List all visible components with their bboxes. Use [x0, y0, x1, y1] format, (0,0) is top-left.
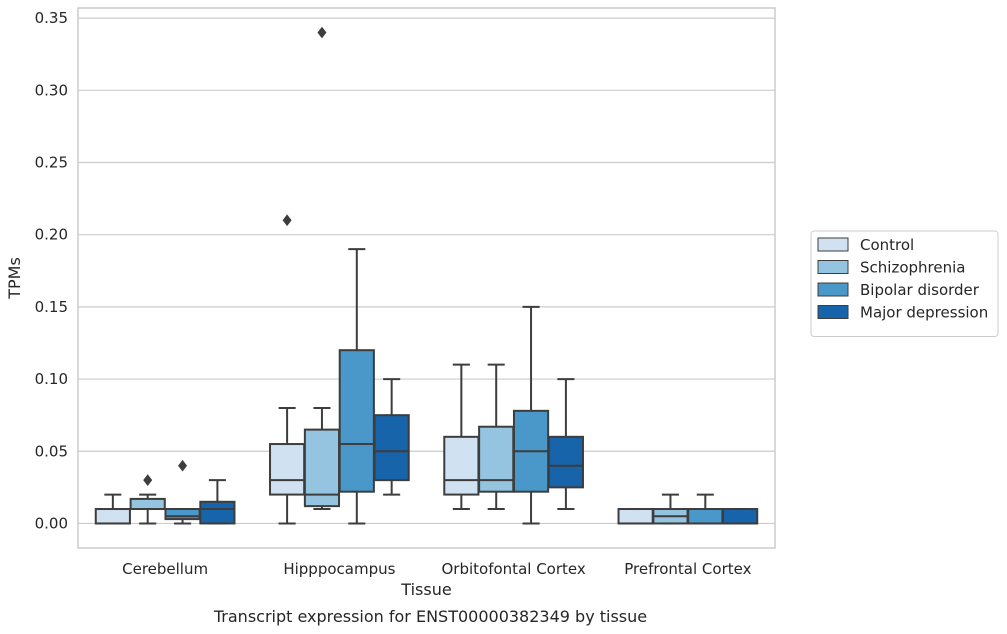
y-tick-label: 0.10	[35, 370, 68, 388]
x-tick-label: Hipppocampus	[283, 560, 395, 578]
plot-frame	[77, 7, 776, 549]
box-3	[687, 493, 724, 525]
legend-swatch	[817, 260, 849, 274]
y-tick-label: 0.15	[35, 298, 68, 316]
box-body	[547, 435, 584, 489]
legend-label: Bipolar disorder	[860, 281, 980, 299]
box-3	[652, 493, 689, 525]
box-2	[443, 363, 480, 511]
gridlines	[78, 17, 775, 525]
legend-swatch	[817, 282, 849, 297]
box-2	[512, 305, 550, 525]
box-body	[617, 508, 654, 525]
y-tick-label: 0.00	[35, 514, 68, 532]
legend-label: Major depression	[860, 304, 988, 322]
series-control	[94, 214, 654, 525]
outlier-point	[317, 26, 327, 39]
box-1	[373, 378, 410, 496]
y-axis-label: TPMs	[5, 257, 24, 300]
outlier-point	[143, 474, 153, 486]
box-body	[687, 508, 724, 525]
legend-label: Control	[860, 236, 914, 254]
box-0	[164, 459, 201, 525]
legend-swatch	[817, 305, 849, 319]
box-1	[338, 248, 375, 525]
outlier-point	[178, 459, 188, 472]
chart-caption: Transcript expression for ENST0000038234…	[213, 607, 647, 626]
x-tick-labels: Cerebellum Hipppocampus Orbitofontal Corte…	[122, 560, 751, 578]
box-body	[164, 508, 201, 521]
series-bipolar-disorder	[164, 248, 724, 525]
box-body	[269, 443, 306, 496]
series-major-depression	[199, 378, 759, 525]
box-1	[269, 214, 306, 525]
legend-frame	[810, 230, 999, 337]
box-series	[94, 26, 759, 525]
x-tick-label: Cerebellum	[122, 560, 208, 578]
box-body	[199, 500, 236, 525]
box-2	[478, 363, 515, 511]
x-tick-label: Prefrontal Cortex	[624, 560, 751, 578]
legend: Control Schizophrenia Bipolar disorder Majo…	[810, 230, 999, 337]
y-tick-label: 0.05	[35, 442, 68, 460]
y-tick-label: 0.25	[35, 153, 68, 171]
outlier-point	[282, 214, 292, 227]
box-2	[547, 378, 584, 511]
box-body	[303, 428, 341, 508]
y-tick-labels: 0.00 0.05 0.10 0.15 0.20 0.25 0.30 0.35	[35, 9, 68, 532]
box-0	[94, 493, 131, 525]
y-tick-label: 0.20	[35, 226, 68, 244]
legend-item: Major depression	[817, 304, 988, 322]
box-body	[722, 508, 759, 525]
legend-swatch	[817, 237, 849, 252]
box-0	[129, 474, 166, 525]
legend-label: Schizophrenia	[860, 259, 965, 277]
box-body	[338, 349, 375, 493]
box-1	[303, 26, 341, 511]
y-tick-label: 0.35	[35, 9, 68, 27]
legend-item: Bipolar disorder	[817, 281, 980, 299]
box-3	[617, 508, 654, 525]
legend-item: Control	[817, 236, 914, 254]
x-axis-label: Tissue	[400, 580, 451, 599]
box-body	[94, 508, 131, 525]
box-body	[478, 425, 515, 493]
box-body	[373, 414, 410, 482]
x-tick-label: Orbitofontal Cortex	[442, 560, 586, 578]
box-0	[199, 479, 236, 525]
box-3	[722, 508, 759, 525]
y-tick-label: 0.30	[35, 81, 68, 99]
legend-item: Schizophrenia	[817, 259, 965, 277]
box-body	[443, 435, 480, 496]
box-body	[129, 497, 166, 511]
